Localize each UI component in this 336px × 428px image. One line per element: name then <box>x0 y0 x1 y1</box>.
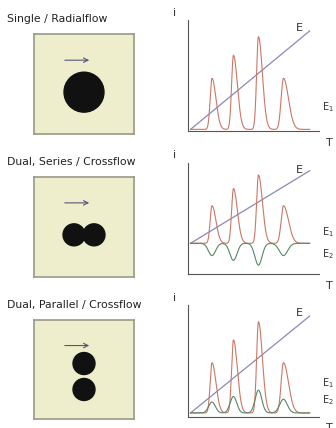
Text: E$_2$: E$_2$ <box>322 393 334 407</box>
Circle shape <box>73 378 95 401</box>
Text: E: E <box>296 308 303 318</box>
Text: Dual, Series / Crossflow: Dual, Series / Crossflow <box>7 157 135 167</box>
Text: T: T <box>326 281 333 291</box>
Text: E$_2$: E$_2$ <box>322 247 334 261</box>
Text: E: E <box>296 166 303 175</box>
Text: T: T <box>326 138 333 148</box>
Circle shape <box>63 224 85 246</box>
Text: Dual, Parallel / Crossflow: Dual, Parallel / Crossflow <box>7 300 141 309</box>
Text: i: i <box>173 8 177 18</box>
Text: i: i <box>173 150 177 160</box>
Text: E: E <box>296 23 303 33</box>
Text: E$_1$: E$_1$ <box>322 100 334 114</box>
Circle shape <box>83 224 105 246</box>
Text: E$_1$: E$_1$ <box>322 376 334 390</box>
Text: Single / Radialflow: Single / Radialflow <box>7 14 107 24</box>
Text: i: i <box>173 293 177 303</box>
Text: T: T <box>326 423 333 428</box>
Circle shape <box>73 353 95 374</box>
Circle shape <box>64 72 104 112</box>
Text: E$_1$: E$_1$ <box>322 225 334 238</box>
